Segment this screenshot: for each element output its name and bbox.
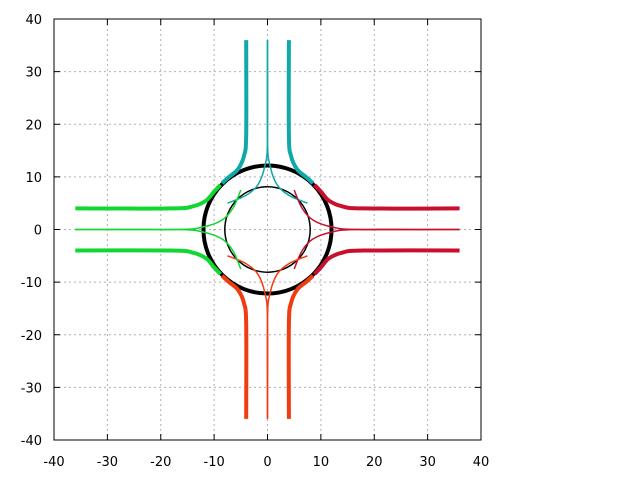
west-lane-line-17 bbox=[75, 228, 242, 270]
east-lane-line-7 bbox=[313, 248, 460, 276]
y-tick-label: 30 bbox=[25, 66, 42, 81]
axis-ticks bbox=[53, 18, 482, 441]
west-lane-line-14 bbox=[75, 183, 222, 211]
east-lane-line-9 bbox=[293, 228, 460, 270]
x-tick-label: 10 bbox=[313, 455, 330, 470]
x-tick-label: 20 bbox=[366, 455, 383, 470]
y-tick-label: 10 bbox=[25, 171, 42, 186]
y-tick-label: -30 bbox=[21, 381, 42, 396]
x-tick-label: -20 bbox=[150, 455, 171, 470]
x-tick-label: 0 bbox=[263, 455, 271, 470]
north-lane-line-3 bbox=[286, 40, 315, 185]
east-lane-line-6 bbox=[313, 183, 460, 211]
ring-circle-1 bbox=[224, 186, 311, 273]
y-tick-label: -40 bbox=[21, 434, 42, 449]
south-lane-line-13 bbox=[266, 255, 308, 419]
west-lane-line-15 bbox=[75, 248, 222, 276]
y-tick-label: -10 bbox=[21, 276, 42, 291]
x-tick-label: 40 bbox=[473, 455, 490, 470]
ring-circle-0 bbox=[201, 163, 334, 296]
x-axis-tick-labels: -40 -30 -20 -10 0 10 20 30 40 bbox=[43, 455, 489, 470]
north-lane-line-5 bbox=[266, 40, 308, 204]
south-lane-line-11 bbox=[286, 274, 315, 419]
y-tick-label: -20 bbox=[21, 329, 42, 344]
y-axis-tick-labels: -40 -30 -20 -10 0 10 20 30 40 bbox=[21, 13, 42, 449]
x-tick-label: 30 bbox=[419, 455, 436, 470]
y-tick-label: 0 bbox=[34, 224, 42, 239]
north-lane-line-2 bbox=[220, 40, 249, 185]
x-tick-label: -10 bbox=[204, 455, 225, 470]
south-lane-line-10 bbox=[220, 274, 249, 419]
chart-series bbox=[75, 40, 460, 419]
y-tick-label: 40 bbox=[25, 13, 42, 28]
y-tick-label: 20 bbox=[25, 118, 42, 133]
x-tick-label: -40 bbox=[43, 455, 64, 470]
x-tick-label: -30 bbox=[97, 455, 118, 470]
